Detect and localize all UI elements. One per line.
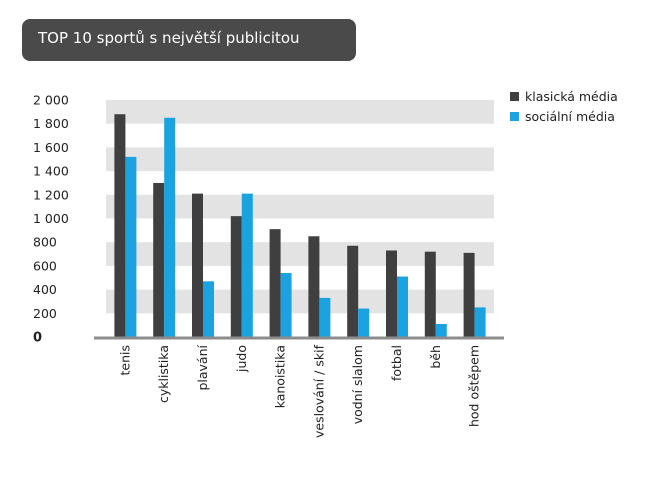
y-tick-label: 1 400 — [33, 164, 69, 179]
x-tick-label: judo — [234, 345, 249, 373]
x-tick-label: vodní slalom — [350, 345, 365, 424]
bar-classic — [308, 236, 320, 337]
bar-social — [241, 193, 253, 337]
bar-social — [358, 308, 370, 337]
bar-social — [474, 307, 486, 337]
y-tick-label: 1 000 — [33, 211, 69, 226]
x-tick-label: tenis — [117, 345, 132, 376]
bar-classic — [230, 216, 242, 337]
bar-social — [280, 273, 292, 337]
y-tick-label: 800 — [33, 235, 57, 250]
bar-classic — [153, 182, 165, 337]
bar-social — [125, 156, 137, 337]
bar-classic — [347, 245, 359, 337]
legend-swatch-social — [510, 111, 519, 121]
y-tick-label: 600 — [33, 258, 57, 273]
y-tick-label: 0 — [33, 331, 42, 346]
bar-classic — [114, 114, 126, 337]
y-tick-label: 1 200 — [33, 187, 69, 202]
y-tick-label: 400 — [33, 282, 57, 297]
y-tick-label: 1 600 — [33, 140, 69, 155]
y-tick-label: 200 — [33, 306, 57, 321]
chart-title: TOP 10 sportů s největší publicitou — [38, 29, 300, 47]
bar-classic — [424, 251, 436, 337]
x-tick-label: cyklistika — [156, 345, 171, 403]
x-tick-label: kanoistika — [273, 345, 288, 408]
legend: klasická média sociální média — [510, 86, 618, 126]
bar-classic — [386, 250, 397, 337]
bar-classic — [192, 193, 203, 337]
bar-social — [164, 117, 176, 338]
bar-social — [203, 281, 214, 337]
grid-band — [106, 147, 494, 172]
bar-social — [397, 276, 408, 337]
legend-swatch-classic — [510, 91, 519, 101]
bar-classic — [463, 252, 475, 337]
legend-label-classic: klasická média — [525, 88, 618, 104]
legend-item-social: sociální média — [510, 106, 618, 126]
grid-band — [106, 100, 494, 124]
y-tick-label: 2 000 — [33, 93, 69, 108]
x-tick-label: plavání — [195, 344, 210, 390]
x-tick-label: veslování / skif — [311, 344, 326, 438]
x-tick-label: fotbal — [389, 345, 404, 381]
bar-social — [319, 297, 331, 337]
x-tick-label: hod oštěpem — [467, 345, 482, 427]
bar-social — [435, 323, 447, 337]
chart-title-box: TOP 10 sportů s největší publicitou — [22, 19, 356, 61]
bar-classic — [269, 229, 281, 337]
y-tick-label: 1 800 — [33, 116, 69, 131]
legend-item-classic: klasická média — [510, 86, 618, 106]
x-tick-label: běh — [428, 345, 443, 369]
legend-label-social: sociální média — [525, 108, 615, 124]
